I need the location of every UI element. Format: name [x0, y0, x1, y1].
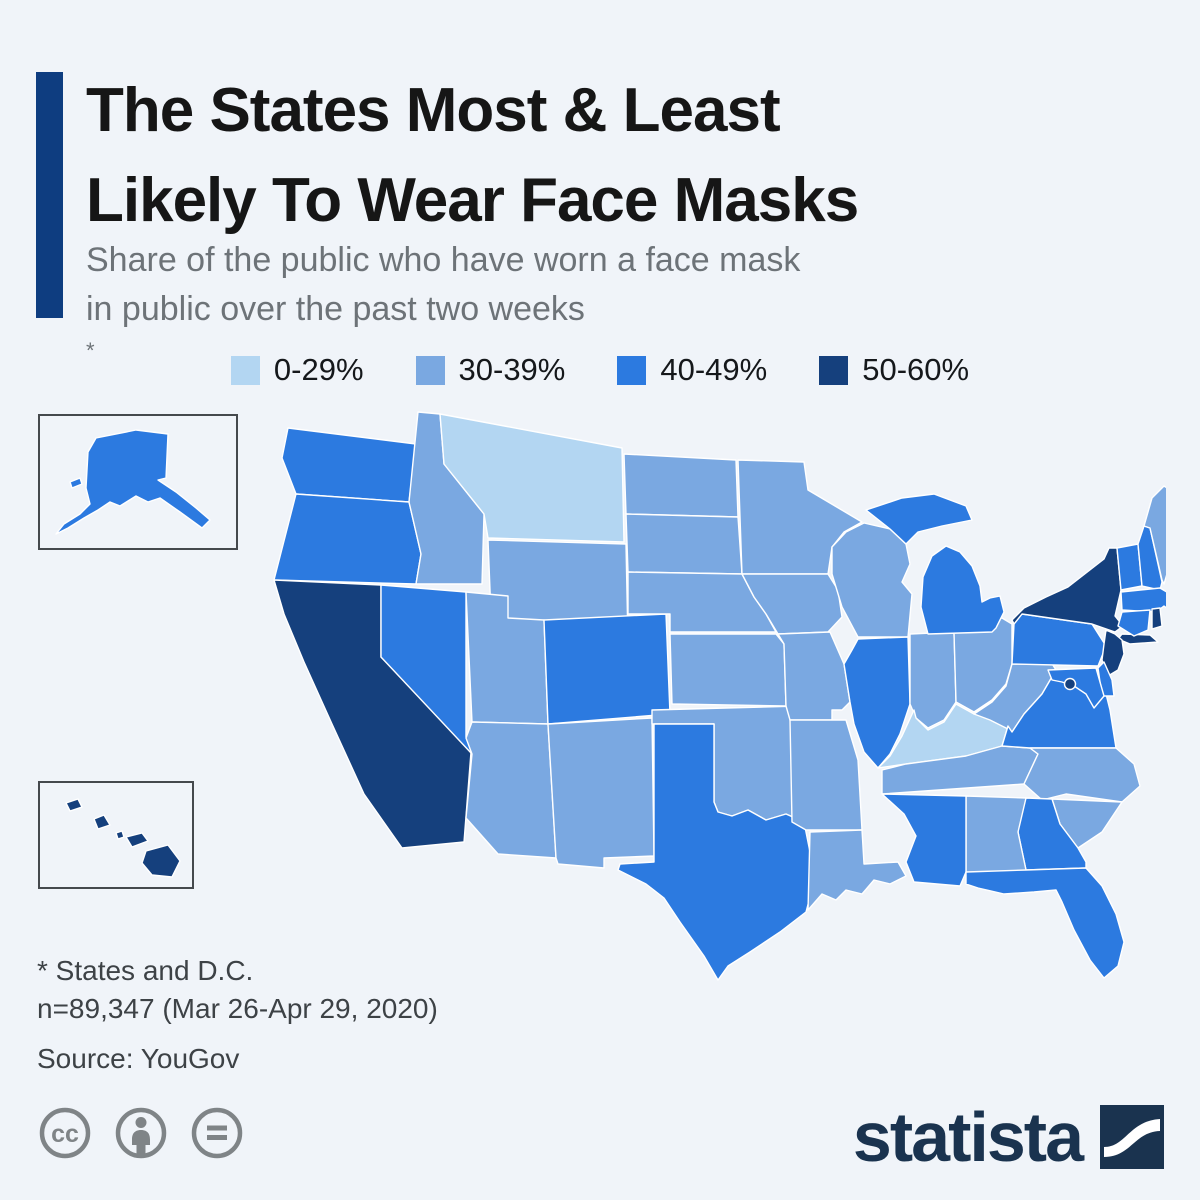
title-line-1: The States Most & Least — [86, 76, 781, 145]
legend-label-50-60: 50-60% — [862, 352, 970, 387]
state-louisiana — [807, 829, 907, 911]
state-south-dakota — [625, 513, 743, 575]
state-district-of-columbia — [1063, 677, 1077, 691]
legend-label-30-39: 30-39% — [458, 352, 566, 387]
state-arkansas — [789, 719, 863, 831]
state-north-dakota — [623, 453, 739, 518]
legend-swatch-30-39 — [415, 355, 445, 385]
state-michigan — [920, 545, 1005, 635]
state-texas — [617, 723, 815, 981]
state-missouri — [777, 631, 851, 721]
state-rhode-island — [1151, 607, 1163, 630]
legend-label-40-49: 40-49% — [660, 352, 768, 387]
state-washington — [281, 427, 417, 503]
state-alaska — [55, 429, 211, 535]
source-text: Source: YouGov — [37, 1043, 240, 1075]
hawaii-map — [65, 798, 181, 878]
legend-item-30-39: 30-39% — [415, 352, 566, 388]
state-mississippi — [881, 793, 967, 887]
state-connecticut — [1117, 609, 1151, 637]
hawaii-island-5 — [141, 844, 181, 878]
license-icons: cc — [38, 1106, 244, 1160]
state-montana — [439, 413, 625, 543]
legend-item-50-60: 50-60% — [819, 352, 969, 388]
alaska-island — [69, 477, 83, 489]
state-florida — [965, 867, 1125, 979]
svg-text:cc: cc — [51, 1120, 79, 1148]
state-oregon — [273, 493, 422, 585]
statista-logo-icon — [1100, 1105, 1164, 1169]
page-title: The States Most & Least Likely To Wear F… — [86, 66, 1146, 246]
legend-item-0-29: 0-29% — [230, 352, 364, 388]
alaska-map — [55, 429, 211, 535]
us-choropleth-map — [273, 411, 1166, 981]
footnotes: * States and D.C. n=89,347 (Mar 26-Apr 2… — [37, 952, 438, 1078]
state-new-mexico — [547, 717, 655, 869]
state-colorado — [543, 613, 671, 725]
footnote-states-dc: * States and D.C. — [37, 955, 254, 986]
attribution-person-icon[interactable] — [114, 1106, 168, 1160]
legend-swatch-50-60 — [819, 355, 849, 385]
hawaii-island-4 — [125, 832, 149, 848]
title-line-2: Likely To Wear Face Masks — [86, 165, 859, 235]
hawaii-island-2 — [93, 814, 111, 830]
state-arizona — [465, 721, 557, 859]
state-maryland — [1047, 667, 1105, 709]
state-new-jersey — [1101, 629, 1125, 677]
legend-swatch-0-29 — [230, 355, 260, 385]
state-new-york-long-island — [1117, 633, 1159, 645]
statista-branding[interactable]: statista — [853, 1102, 1164, 1172]
chart-subtitle: Share of the public who have worn a face… — [86, 236, 1086, 384]
no-derivatives-icon[interactable] — [190, 1106, 244, 1160]
hawaii-island-3 — [115, 830, 125, 840]
state-wisconsin — [831, 522, 913, 638]
legend-label-0-29: 0-29% — [273, 352, 364, 387]
hawaii-inset-box — [38, 781, 194, 889]
footnote-sample: n=89,347 (Mar 26-Apr 29, 2020) — [37, 993, 438, 1025]
subtitle-line-1: Share of the public who have worn a face… — [86, 241, 801, 279]
state-maine — [1143, 485, 1166, 585]
state-north-carolina — [1023, 747, 1141, 803]
legend-item-40-49: 40-49% — [617, 352, 767, 388]
state-minnesota — [737, 459, 863, 575]
subtitle-line-2: in public over the past two weeks * — [86, 290, 585, 363]
title-accent-bar — [36, 72, 63, 318]
hawaii-island-1 — [65, 798, 83, 812]
alaska-inset-box — [38, 414, 238, 550]
statista-logo-text: statista — [852, 1098, 1084, 1176]
legend: 0-29% 30-39% 40-49% 50-60% — [0, 352, 1200, 388]
legend-swatch-40-49 — [617, 355, 647, 385]
state-michigan-upper-peninsula — [865, 493, 973, 545]
state-kansas — [669, 633, 787, 707]
footnote-marker: * — [86, 337, 95, 363]
creative-commons-icon[interactable]: cc — [38, 1106, 92, 1160]
